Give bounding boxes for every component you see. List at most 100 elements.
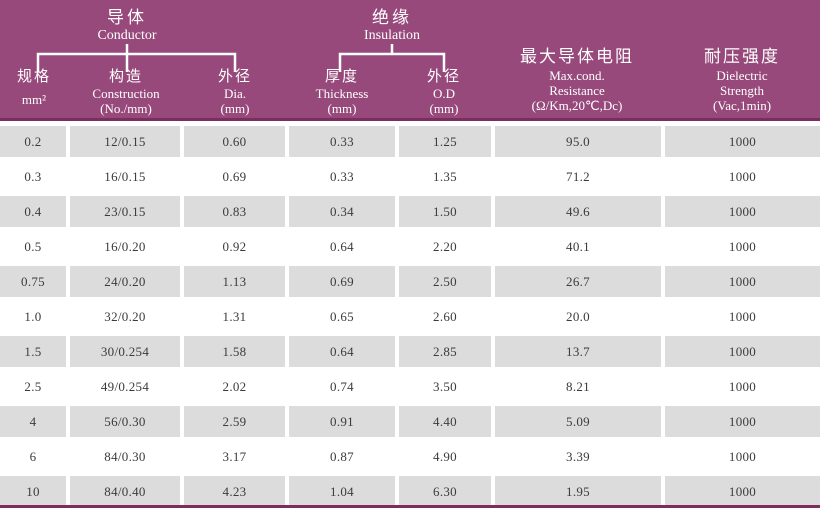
column-header-zh: 规格 xyxy=(16,69,52,85)
column-header-zh: 厚度 xyxy=(324,69,359,85)
table-row: 1.5 30/0.254 1.58 0.64 2.85 13.7 1000 xyxy=(0,336,820,367)
column-header-en-line: (mm) xyxy=(327,101,357,116)
column-header-zh: 外径 xyxy=(217,69,253,85)
column-header-3: 外径 Dia. (mm) xyxy=(218,68,252,116)
column-header-en-line: Construction xyxy=(92,86,160,101)
conductor-bracket xyxy=(36,52,237,72)
table-cell: 1000 xyxy=(665,371,820,402)
table-cell: 84/0.40 xyxy=(70,476,180,507)
column-header-zh: 外径 xyxy=(426,69,462,85)
table-row: 0.5 16/0.20 0.92 0.64 2.20 40.1 1000 xyxy=(0,231,820,262)
table-cell: 3.50 xyxy=(399,371,491,402)
table-cell: 1000 xyxy=(665,231,820,262)
table-cell: 1.5 xyxy=(0,336,66,367)
group-insulation-zh: 绝缘 xyxy=(372,8,412,27)
table-cell: 1000 xyxy=(665,336,820,367)
table-cell: 0.83 xyxy=(184,196,285,227)
column-header-zh: 耐压强度 xyxy=(704,47,780,66)
table-cell: 16/0.20 xyxy=(70,231,180,262)
group-conductor-en: Conductor xyxy=(97,28,157,43)
table-header: 导体 Conductor 绝缘 Insulation 规格 mm² 构造 Constr… xyxy=(0,0,820,121)
table-cell: 1000 xyxy=(665,406,820,437)
table-cell: 49/0.254 xyxy=(70,371,180,402)
table-cell: 0.65 xyxy=(289,301,395,332)
table-cell: 13.7 xyxy=(495,336,661,367)
column-header-en-line: mm² xyxy=(21,92,47,107)
column-header-en-line: (No./mm) xyxy=(100,101,152,116)
column-header-zh: 构造 xyxy=(108,69,144,85)
table-row: 0.4 23/0.15 0.83 0.34 1.50 49.6 1000 xyxy=(0,196,820,227)
table-cell: 2.59 xyxy=(184,406,285,437)
header-bracket-lines xyxy=(36,44,446,72)
table-row: 2.5 49/0.254 2.02 0.74 3.50 8.21 1000 xyxy=(0,371,820,402)
table-cell: 24/0.20 xyxy=(70,266,180,297)
table-row: 1.0 32/0.20 1.31 0.65 2.60 20.0 1000 xyxy=(0,301,820,332)
table-cell: 1.58 xyxy=(184,336,285,367)
table-cell: 1000 xyxy=(665,301,820,332)
table-cell: 1000 xyxy=(665,476,820,507)
table-cell: 16/0.15 xyxy=(70,161,180,192)
table-cell: 20.0 xyxy=(495,301,661,332)
table-cell: 23/0.15 xyxy=(70,196,180,227)
column-header-4: 厚度 Thickness (mm) xyxy=(316,68,369,116)
table-cell: 6 xyxy=(0,441,66,472)
group-conductor-zh: 导体 xyxy=(106,8,147,27)
table-cell: 0.60 xyxy=(184,126,285,157)
group-insulation-en: Insulation xyxy=(364,28,420,43)
table-cell: 1000 xyxy=(665,441,820,472)
table-cell: 0.92 xyxy=(184,231,285,262)
table-cell: 0.2 xyxy=(0,126,66,157)
column-header-6: 最大导体电阻 Max.cond. Resistance (Ω/Km,20℃,Dc) xyxy=(520,46,634,113)
column-header-5: 外径 O.D (mm) xyxy=(427,68,461,116)
table-cell: 40.1 xyxy=(495,231,661,262)
group-header-insulation: 绝缘 Insulation xyxy=(364,7,420,44)
column-header-en-line: (mm) xyxy=(429,101,459,116)
bottom-rule xyxy=(0,505,820,508)
table-cell: 0.33 xyxy=(289,161,395,192)
column-header-en-line: Dia. xyxy=(223,86,247,101)
column-header-en-line: Resistance xyxy=(549,83,605,98)
table-cell: 1.25 xyxy=(399,126,491,157)
table-cell: 0.3 xyxy=(0,161,66,192)
column-header-en-line: (Vac,1min) xyxy=(712,98,772,113)
column-header-en-line: O.D xyxy=(432,86,456,101)
table-cell: 26.7 xyxy=(495,266,661,297)
table-row: 6 84/0.30 3.17 0.87 4.90 3.39 1000 xyxy=(0,441,820,472)
table-cell: 1.95 xyxy=(495,476,661,507)
column-header-en-line: Dielectric xyxy=(716,68,768,83)
table-cell: 8.21 xyxy=(495,371,661,402)
table-cell: 2.60 xyxy=(399,301,491,332)
table-cell: 0.4 xyxy=(0,196,66,227)
table-cell: 32/0.20 xyxy=(70,301,180,332)
table-row: 0.3 16/0.15 0.69 0.33 1.35 71.2 1000 xyxy=(0,161,820,192)
table-cell: 1.31 xyxy=(184,301,285,332)
table-cell: 0.69 xyxy=(289,266,395,297)
table-cell: 5.09 xyxy=(495,406,661,437)
group-header-conductor: 导体 Conductor xyxy=(97,7,156,44)
column-header-en-line: Max.cond. xyxy=(549,68,605,83)
table-cell: 1.0 xyxy=(0,301,66,332)
table-cell: 71.2 xyxy=(495,161,661,192)
table-cell: 3.17 xyxy=(184,441,285,472)
table-cell: 56/0.30 xyxy=(70,406,180,437)
column-header-2: 构造 Construction (No./mm) xyxy=(92,68,159,116)
table-cell: 1000 xyxy=(665,196,820,227)
table-cell: 3.39 xyxy=(495,441,661,472)
table-cell: 6.30 xyxy=(399,476,491,507)
table-body: 0.2 12/0.15 0.60 0.33 1.25 95.0 1000 0.3 16/0.15… xyxy=(0,121,820,508)
table-cell: 2.50 xyxy=(399,266,491,297)
column-header-en-line: Thickness xyxy=(315,86,369,101)
table-cell: 84/0.30 xyxy=(70,441,180,472)
table-cell: 0.64 xyxy=(289,336,395,367)
table-cell: 0.5 xyxy=(0,231,66,262)
table-cell: 1.50 xyxy=(399,196,491,227)
table-cell: 0.74 xyxy=(289,371,395,402)
table-cell: 10 xyxy=(0,476,66,507)
table-cell: 1000 xyxy=(665,266,820,297)
table-cell: 4.23 xyxy=(184,476,285,507)
table-cell: 0.33 xyxy=(289,126,395,157)
column-header-1: 规格 mm² xyxy=(17,68,51,107)
table-row: 4 56/0.30 2.59 0.91 4.40 5.09 1000 xyxy=(0,406,820,437)
table-row: 0.75 24/0.20 1.13 0.69 2.50 26.7 1000 xyxy=(0,266,820,297)
